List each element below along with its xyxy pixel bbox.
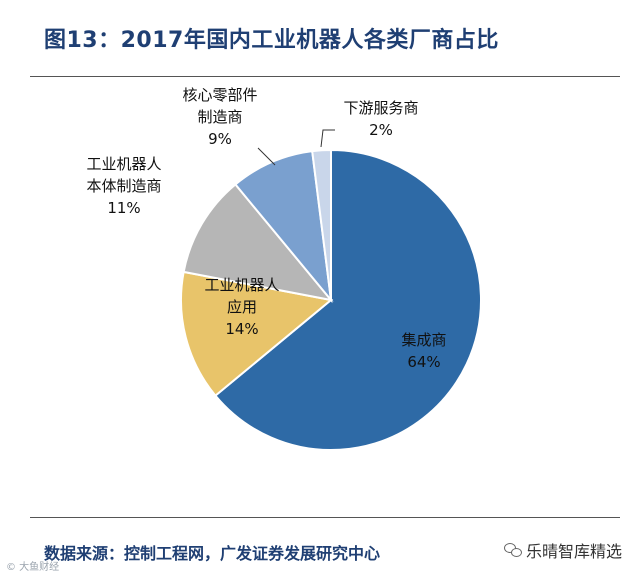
slice-label-3: 工业机器人本体制造商 11% xyxy=(86,155,161,217)
slice-label-1: 集成商 64% xyxy=(401,331,446,371)
top-divider xyxy=(30,76,620,77)
watermark-left: © 大鱼财经 xyxy=(6,562,60,573)
pie-slice-2 xyxy=(180,270,334,398)
slice-percent-4: 9% xyxy=(208,130,232,148)
slice-name-2: 工业机器人 xyxy=(204,276,279,294)
leader-line-4 xyxy=(257,147,276,166)
slice-label-2: 工业机器人应用 14% xyxy=(204,276,279,338)
slice-percent-5: 2% xyxy=(369,121,393,139)
watermark-right: 乐晴智库精选 xyxy=(503,538,622,562)
pie-slice-3 xyxy=(182,183,334,302)
leader-line-5 xyxy=(320,129,335,148)
slice-name-2: 应用 xyxy=(227,298,257,316)
data-source: 数据来源：控制工程网，广发证券发展研究中心 xyxy=(44,544,381,563)
slice-percent-2: 14% xyxy=(225,320,258,338)
slice-name-5: 下游服务商 xyxy=(343,99,418,117)
wechat-icon xyxy=(503,543,522,557)
slice-label-4: 核心零部件制造商 9% xyxy=(182,86,257,148)
slice-name-4: 核心零部件 xyxy=(182,86,257,104)
slice-name-1: 集成商 xyxy=(401,331,446,349)
slice-label-5: 下游服务商 2% xyxy=(343,99,418,139)
pie-slice-1 xyxy=(214,148,482,451)
watermark-right-text: 乐晴智库精选 xyxy=(525,542,622,561)
slice-name-3: 工业机器人 xyxy=(86,155,161,173)
slice-percent-1: 64% xyxy=(407,353,440,371)
bottom-divider xyxy=(30,517,620,518)
slice-name-4: 制造商 xyxy=(197,108,242,126)
chart-title: 图13：2017年国内工业机器人各类厂商占比 xyxy=(44,28,499,53)
pie-slice-5 xyxy=(311,148,332,301)
slice-percent-3: 11% xyxy=(107,199,140,217)
slice-name-3: 本体制造商 xyxy=(86,177,161,195)
pie-slice-4 xyxy=(233,150,333,304)
